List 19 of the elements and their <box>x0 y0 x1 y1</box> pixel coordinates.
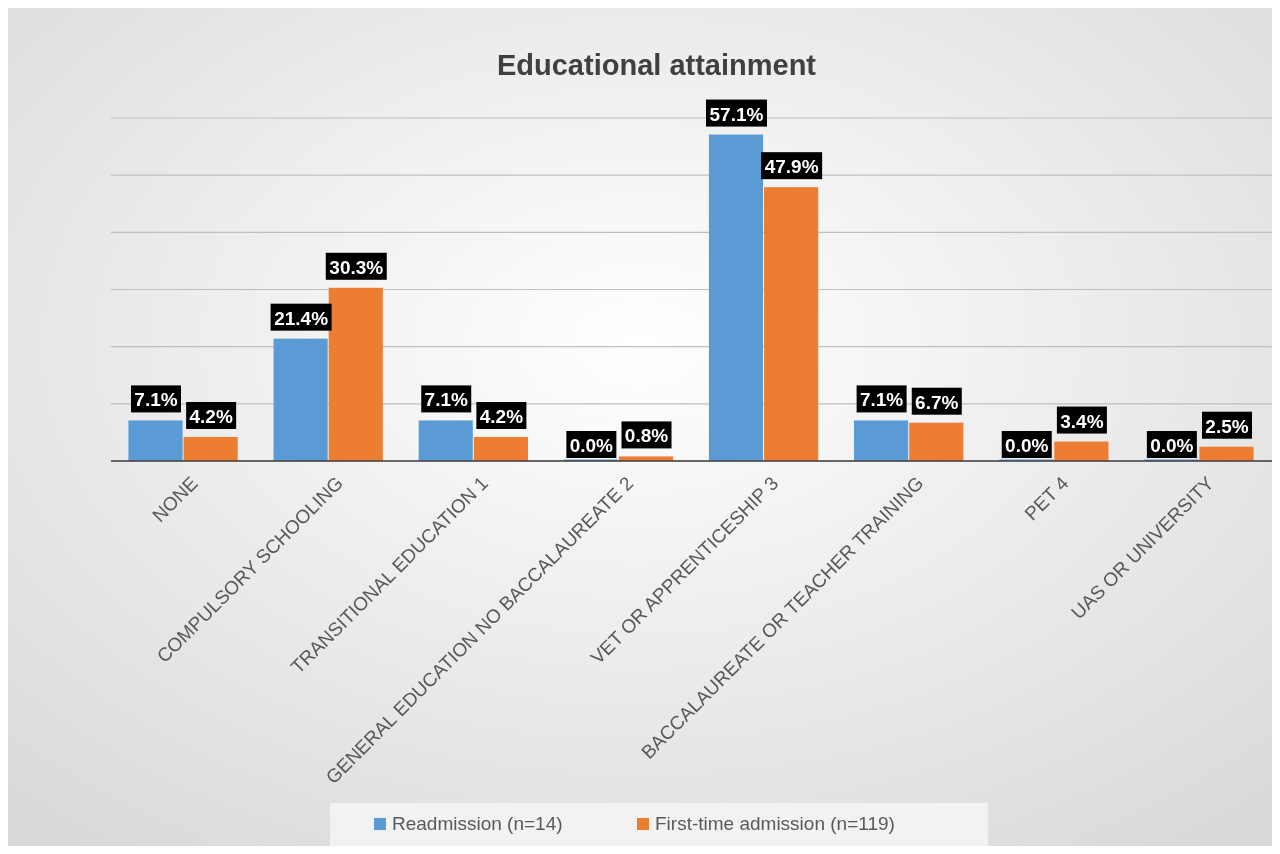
data-label: 4.2% <box>189 405 233 427</box>
data-label: 0.0% <box>569 435 614 456</box>
data-label: 4.2% <box>479 405 524 427</box>
data-label: 57.1% <box>709 103 764 125</box>
data-label: 30.3% <box>329 256 384 278</box>
data-label: 2.5% <box>1205 415 1249 437</box>
legend-label: Readmission (n=14) <box>392 813 563 834</box>
data-label: 3.4% <box>1060 410 1104 432</box>
data-label: 7.1% <box>424 389 468 411</box>
data-label: 7.1% <box>859 389 904 411</box>
chart-title: Educational attainment <box>496 49 817 81</box>
data-label: 21.4% <box>274 307 329 329</box>
data-label: 6.7% <box>915 391 959 413</box>
data-label: 47.9% <box>764 156 819 178</box>
data-label: 0.8% <box>624 425 669 447</box>
legend-label: First-time admission (n=119) <box>655 813 895 834</box>
data-label: 0.0% <box>1150 435 1194 456</box>
data-label: 7.1% <box>134 389 178 411</box>
data-label: 0.0% <box>1005 435 1049 456</box>
